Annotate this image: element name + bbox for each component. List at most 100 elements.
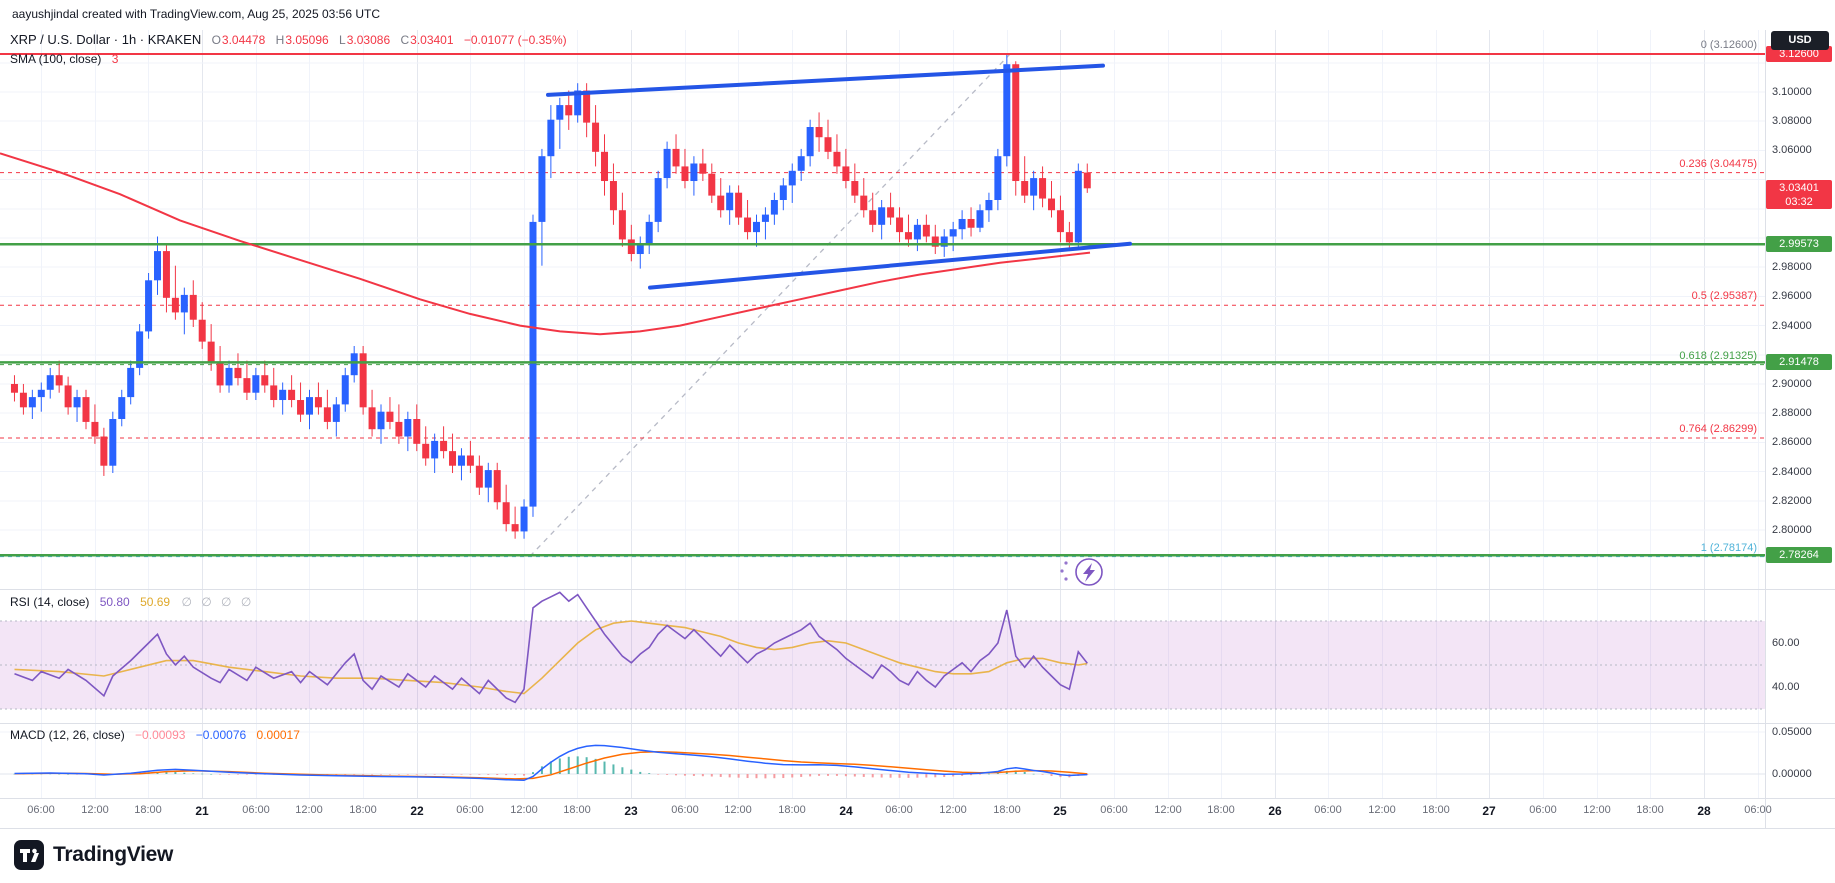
- candle-body: [64, 385, 72, 408]
- rsi-empty-values: ∅ ∅ ∅ ∅: [181, 595, 255, 609]
- candle-body: [180, 294, 188, 313]
- macd-histogram-bar: [639, 771, 642, 774]
- macd-histogram-bar: [67, 774, 70, 775]
- macd-histogram-bar: [388, 774, 391, 775]
- candle-body: [511, 524, 519, 532]
- macd-histogram-bar: [782, 774, 785, 779]
- ohlc-low-value: 3.03086: [346, 33, 391, 47]
- macd-histogram-bar: [862, 774, 865, 777]
- candle-body: [985, 200, 993, 211]
- ohlc-close-value: 3.03401: [410, 33, 454, 47]
- macd-histogram-bar: [433, 774, 436, 775]
- candle-body: [1065, 232, 1073, 243]
- macd-histogram-bar: [1041, 774, 1044, 775]
- candle-body: [413, 419, 421, 444]
- rsi-ma-value: 50.69: [140, 595, 171, 609]
- candle-body: [1021, 181, 1029, 196]
- candle-body: [878, 207, 886, 225]
- macd-histogram-bar: [853, 774, 856, 777]
- macd-histogram-bar: [201, 773, 204, 775]
- candle-body: [904, 232, 912, 240]
- tradingview-wordmark: TradingView: [53, 843, 174, 866]
- ohlc-high-value: 3.05096: [285, 33, 329, 47]
- candle-body: [940, 236, 948, 247]
- candles: [10, 54, 1091, 539]
- ohlc-open-label: O: [211, 33, 221, 47]
- macd-histogram-bar: [1032, 773, 1035, 775]
- macd-histogram-bar: [415, 774, 418, 775]
- macd-histogram-bar: [487, 774, 490, 775]
- candle-body: [127, 367, 135, 398]
- candle-body: [699, 163, 707, 174]
- rsi-value: 50.80: [99, 595, 130, 609]
- candle-body: [466, 455, 474, 466]
- macd-histogram-bar: [585, 757, 588, 774]
- macd-histogram-bar: [58, 773, 61, 775]
- lightning-icon[interactable]: [1060, 558, 1103, 586]
- macd-histogram-bar: [934, 774, 937, 778]
- tradingview-logo[interactable]: TradingView: [14, 840, 173, 870]
- symbol-legend[interactable]: XRP / U.S. Dollar · 1h · KRAKEN O3.04478…: [10, 32, 567, 47]
- macd-histogram-bar: [657, 774, 660, 775]
- macd-histogram-bar: [549, 761, 552, 774]
- candle-body: [440, 440, 448, 452]
- candle-body: [726, 192, 734, 211]
- macd-histogram-bar: [183, 772, 186, 774]
- macd-histogram-bar: [889, 774, 892, 778]
- rsi-pane: [14, 591, 1088, 704]
- macd-histogram-bar: [254, 774, 257, 775]
- sma-legend[interactable]: SMA (100, close) 3: [10, 52, 118, 66]
- macd-histogram-bar: [835, 774, 838, 776]
- macd-histogram-bar: [987, 773, 990, 775]
- macd-line-value: −0.00076: [195, 728, 247, 742]
- macd-title: MACD (12, 26, close): [10, 728, 125, 742]
- macd-histogram-bar: [335, 774, 338, 775]
- candle-body: [529, 221, 537, 507]
- macd-histogram-bar: [594, 758, 597, 774]
- candle-body: [46, 375, 54, 390]
- macd-histogram-bar: [791, 774, 794, 778]
- candle-body: [73, 397, 81, 408]
- macd-histogram-bar: [630, 769, 633, 774]
- macd-histogram-bar: [800, 774, 803, 777]
- candle-body: [189, 294, 197, 320]
- macd-histogram-bar: [764, 774, 767, 779]
- macd-histogram-bar: [603, 761, 606, 774]
- candle-body: [431, 440, 439, 459]
- candle-body: [82, 397, 90, 422]
- macd-histogram-bar: [818, 774, 821, 776]
- macd-histogram-bar: [844, 774, 847, 777]
- macd-histogram-bar: [1050, 774, 1053, 777]
- macd-histogram-bar: [523, 774, 526, 776]
- macd-histogram-bar: [353, 774, 356, 775]
- rsi-legend[interactable]: RSI (14, close) 50.80 50.69 ∅ ∅ ∅ ∅: [10, 595, 254, 609]
- macd-histogram-bar: [683, 774, 686, 776]
- macd-histogram-bar: [558, 758, 561, 774]
- macd-histogram-bar: [380, 774, 383, 775]
- candle-body: [744, 217, 752, 233]
- macd-legend[interactable]: MACD (12, 26, close) −0.00093 −0.00076 0…: [10, 728, 300, 742]
- tradingview-logo-icon: [14, 840, 44, 870]
- candle-body: [636, 243, 644, 255]
- candle-body: [341, 375, 349, 405]
- candle-body: [225, 367, 233, 386]
- candle-body: [234, 367, 242, 379]
- macd-histogram-bar: [871, 774, 874, 778]
- macd-histogram-bar: [469, 774, 472, 775]
- currency-badge[interactable]: USD: [1771, 31, 1829, 50]
- rsi-line: [14, 591, 1088, 704]
- macd-histogram-bar: [970, 774, 973, 776]
- macd-histogram-bar: [978, 774, 981, 775]
- candle-body: [788, 170, 796, 186]
- macd-histogram-bar: [236, 774, 239, 775]
- attribution-text: aayushjindal created with TradingView.co…: [12, 7, 381, 21]
- macd-signal-value: 0.00017: [256, 728, 300, 742]
- macd-histogram-bar: [362, 774, 365, 775]
- macd-histogram-bar: [344, 774, 347, 775]
- macd-histogram-bar: [701, 774, 704, 777]
- candle-body: [484, 470, 492, 488]
- macd-histogram-bar: [496, 774, 499, 775]
- macd-histogram-bar: [451, 774, 454, 775]
- candle-body: [457, 455, 465, 466]
